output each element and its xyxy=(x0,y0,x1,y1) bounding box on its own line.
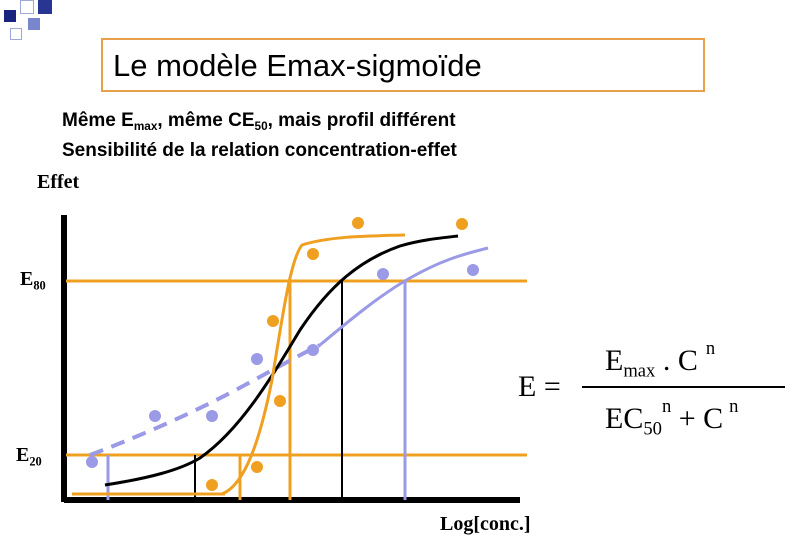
orange-point xyxy=(456,218,468,230)
formula-lhs: E = xyxy=(518,370,561,403)
subtitle-line-2: Sensibilité de la relation concentration… xyxy=(62,140,457,161)
y-axis-label: Effet xyxy=(37,171,80,193)
lavender-point xyxy=(251,353,263,365)
title-box: Le modèle Emax-sigmoïde xyxy=(101,38,705,92)
lavender-point xyxy=(377,268,389,280)
lavender-point xyxy=(149,410,161,422)
lavender-point xyxy=(307,344,319,356)
orange-curve xyxy=(221,233,406,496)
e80-label: E80 xyxy=(20,268,46,293)
x-axis-label: Log[conc.] xyxy=(440,513,531,535)
orange-point xyxy=(267,315,279,327)
orange-point xyxy=(206,479,218,491)
orange-point xyxy=(352,217,364,229)
lavender-point xyxy=(86,456,98,468)
e20-label: E20 xyxy=(16,444,42,469)
subtitle-line-1: Même Emax, même CE50, mais profil différ… xyxy=(62,110,456,134)
corner-decoration xyxy=(0,0,60,45)
orange-point xyxy=(307,248,319,260)
black-curve xyxy=(104,234,459,487)
lavender-point xyxy=(206,410,218,422)
lavender-curve xyxy=(319,246,489,347)
orange-point xyxy=(274,395,286,407)
lavender-curve-dashed xyxy=(89,343,321,457)
slide-title: Le modèle Emax-sigmoïde xyxy=(113,48,482,83)
lavender-point xyxy=(467,264,479,276)
orange-point xyxy=(251,461,263,473)
